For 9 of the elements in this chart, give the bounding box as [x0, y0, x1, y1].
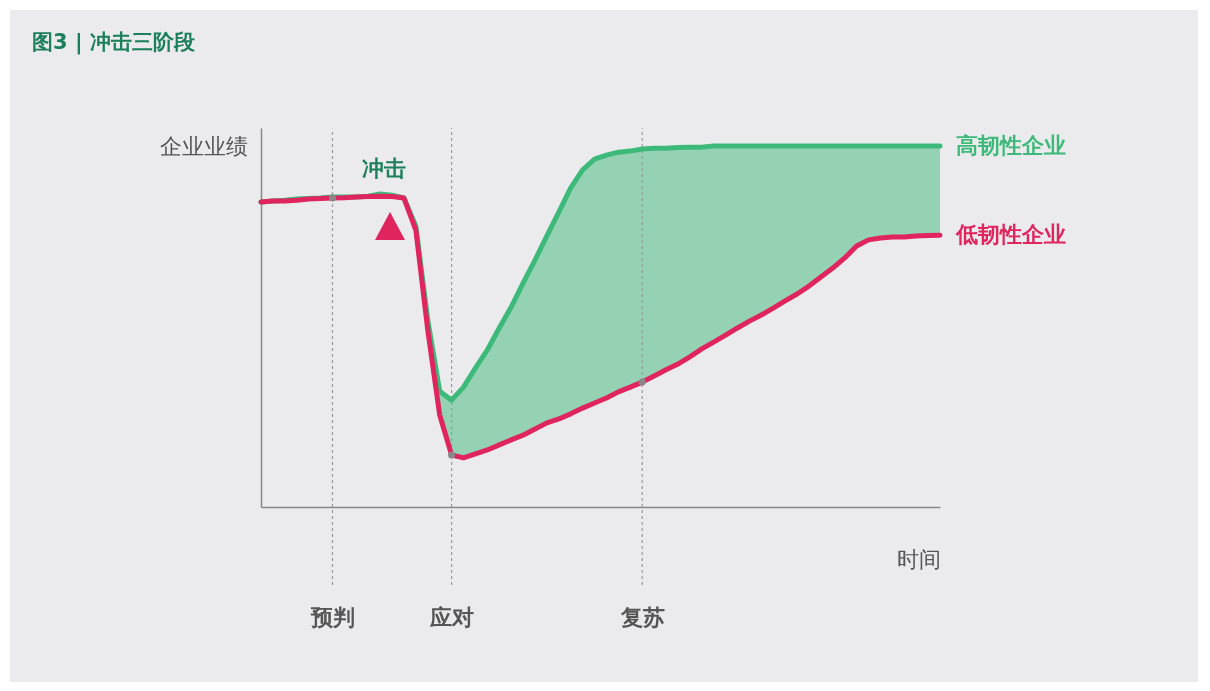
x-tick-label: 预判 — [309, 604, 355, 630]
x-axis-title: 时间 — [896, 546, 941, 572]
annotation: 冲击 — [362, 155, 406, 183]
x-tick-label: 应对 — [429, 604, 475, 630]
chart-title: 图3 | 冲击三阶段 — [32, 29, 195, 56]
series-label: 高韧性企业 — [956, 133, 1066, 159]
series-label: 低韧性企业 — [955, 222, 1066, 248]
x-tick-label: 复苏 — [619, 604, 665, 630]
y-axis-title: 企业业绩 — [159, 133, 248, 159]
